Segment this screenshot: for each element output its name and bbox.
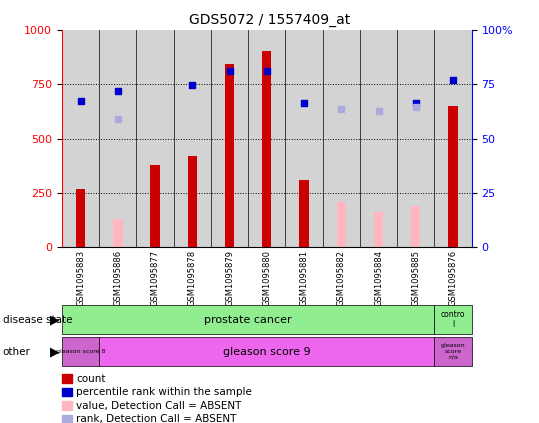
Text: value, Detection Call = ABSENT: value, Detection Call = ABSENT	[76, 401, 241, 411]
Text: gleason score 9: gleason score 9	[223, 346, 310, 357]
Bar	[448, 106, 458, 247]
Point	[114, 115, 122, 122]
Point	[77, 98, 85, 105]
Text: gleason score 8: gleason score 8	[56, 349, 105, 354]
Point	[300, 99, 308, 106]
Bar	[286, 30, 323, 247]
Bar	[211, 30, 248, 247]
Bar	[262, 51, 272, 247]
Bar	[113, 219, 122, 247]
Bar	[360, 30, 397, 247]
Point	[374, 108, 383, 115]
Bar	[76, 189, 85, 247]
Bar	[434, 30, 472, 247]
Bar	[136, 30, 174, 247]
Bar	[323, 30, 360, 247]
Point	[411, 104, 420, 110]
Bar	[99, 30, 136, 247]
Bar	[188, 156, 197, 247]
Bar	[150, 165, 160, 247]
Point	[448, 76, 457, 83]
Text: disease state: disease state	[3, 315, 72, 325]
Text: gleason
score
n/a: gleason score n/a	[441, 343, 465, 360]
Bar	[374, 212, 383, 247]
Text: prostate cancer: prostate cancer	[204, 315, 292, 325]
Bar	[225, 64, 234, 247]
Bar	[337, 202, 346, 247]
Text: percentile rank within the sample: percentile rank within the sample	[76, 387, 252, 397]
Text: other: other	[3, 346, 31, 357]
Point	[225, 68, 234, 74]
Point	[262, 68, 271, 74]
Point	[188, 82, 197, 88]
Text: count: count	[76, 374, 106, 384]
Bar	[174, 30, 211, 247]
Point	[337, 106, 345, 113]
Text: GDS5072 / 1557409_at: GDS5072 / 1557409_at	[189, 13, 350, 27]
Point	[411, 99, 420, 106]
Bar	[248, 30, 286, 247]
Bar	[411, 206, 420, 247]
Text: rank, Detection Call = ABSENT: rank, Detection Call = ABSENT	[76, 414, 237, 423]
Text: ▶: ▶	[50, 345, 60, 358]
Bar	[299, 180, 309, 247]
Point	[114, 87, 122, 94]
Bar	[62, 30, 99, 247]
Text: contro
l: contro l	[441, 310, 465, 330]
Text: ▶: ▶	[50, 313, 60, 326]
Bar	[397, 30, 434, 247]
